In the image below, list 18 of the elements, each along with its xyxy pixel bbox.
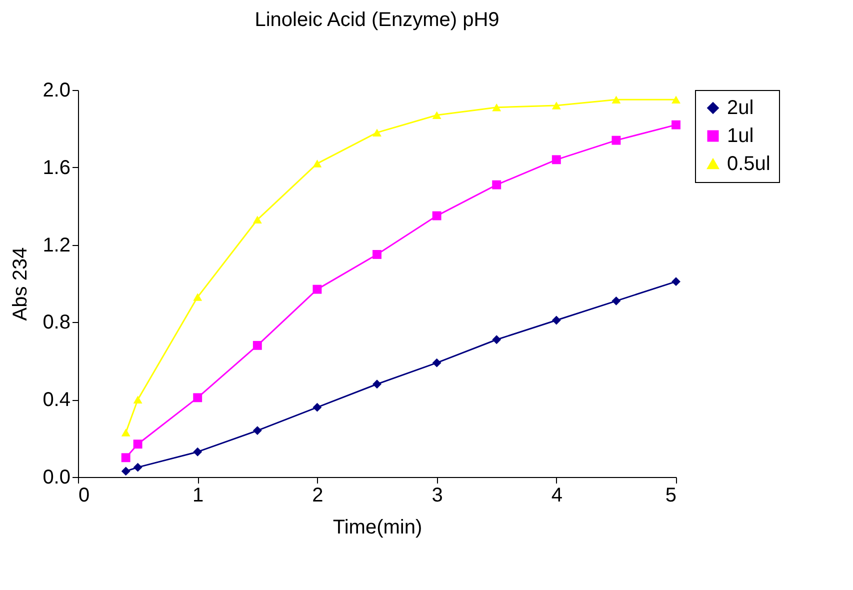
legend-label: 2ul [727, 97, 754, 119]
y-tick-label: 1.2 [42, 234, 70, 256]
x-axis-title: Time(min) [332, 516, 422, 538]
y-tick-label: 0.8 [42, 312, 70, 334]
y-tick-label: 1.6 [42, 156, 70, 179]
legend-label: 0.5ul [727, 153, 770, 175]
x-tick-label: 1 [192, 484, 204, 506]
x-tick-label: 2 [312, 484, 324, 506]
x-tick-label: 4 [551, 484, 562, 506]
y-tick-label: 0.4 [42, 389, 70, 412]
legend-label: 1ul [727, 125, 754, 147]
chart-title: Linoleic Acid (Enzyme) pH9 [254, 9, 500, 31]
y-tick-label: 0.0 [42, 466, 70, 488]
x-tick-label: 0 [78, 484, 90, 506]
y-axis-title: Abs 234 [10, 247, 32, 321]
x-tick-label: 3 [432, 484, 443, 506]
y-tick-label: 2.0 [42, 80, 70, 102]
x-tick-label: 5 [665, 484, 676, 506]
